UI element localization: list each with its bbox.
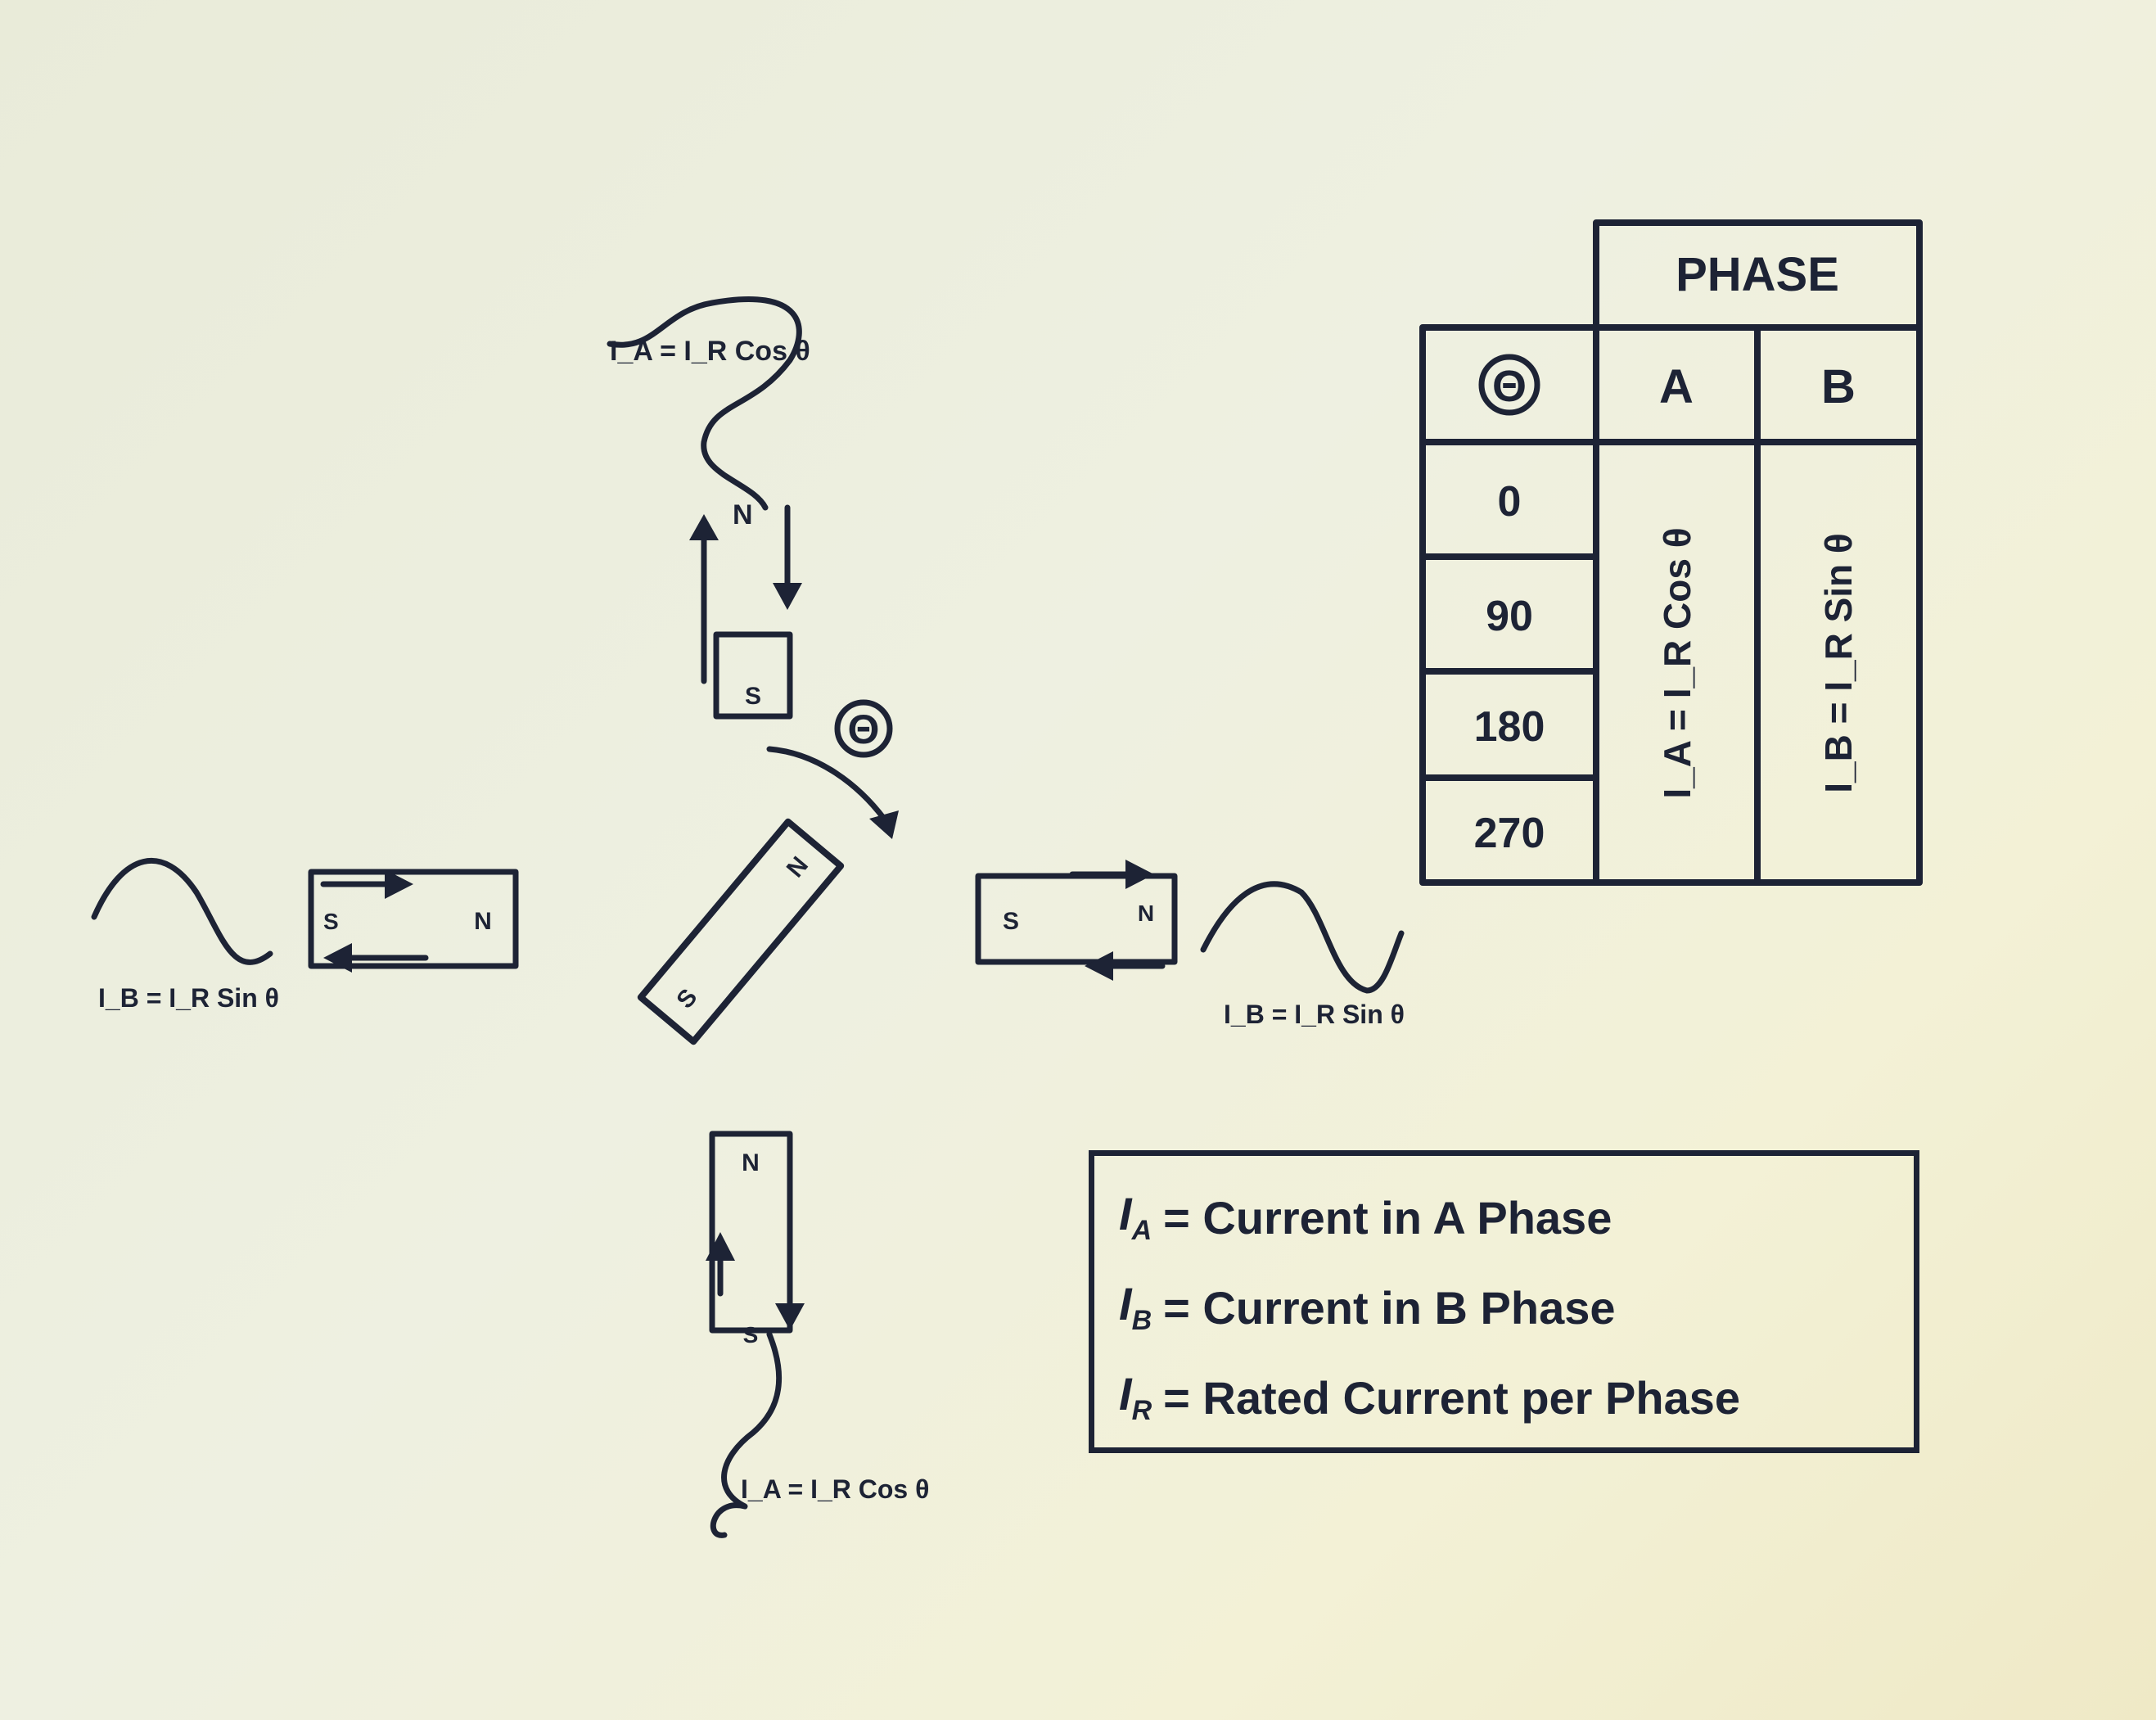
rotor-magnet [637, 818, 845, 1045]
legend-text-r: = Rated Current per Phase [1163, 1371, 1741, 1424]
bottom-up-arrow [706, 1232, 735, 1261]
left-right-arrow [385, 869, 413, 899]
legend-symbol-b: IB [1119, 1278, 1152, 1337]
right-coil-assembly: S N I_B = I_R Sin θ [975, 860, 1405, 1029]
legend-text-b: = Current in B Phase [1163, 1281, 1616, 1334]
phase-a-formula: I_A = I_R Cos θ [1656, 527, 1698, 798]
left-waveform-label: I_B = I_R Sin θ [98, 983, 279, 1013]
rotor-assembly: N S Θ [637, 699, 899, 1045]
bottom-coil-pole: N [742, 1149, 760, 1176]
top-waveform-label: I_A = I_R Cos θ [610, 336, 810, 367]
top-coil-assembly: I_A = I_R Cos θ N S [607, 296, 810, 720]
angle-arrow [869, 810, 899, 839]
left-coil-assembly: I_B = I_R Sin θ S N [91, 858, 519, 1013]
rotor-n-label: N [782, 851, 814, 883]
angle-row-0: 0 [1498, 478, 1522, 526]
left-coil-terminal: S [323, 909, 339, 934]
top-coil-pole: S [745, 683, 761, 710]
right-coil-pole: S [1003, 908, 1019, 935]
angle-row-90: 90 [1486, 593, 1533, 640]
top-coil [713, 631, 793, 720]
top-waveform [607, 296, 802, 511]
angle-row-270: 270 [1474, 810, 1545, 857]
top-coil-terminal: N [733, 499, 753, 530]
angle-arc [766, 746, 887, 822]
bottom-coil-assembly: N S I_A = I_R Cos θ [706, 1131, 929, 1538]
phase-header-text: PHASE [1676, 248, 1839, 301]
top-up-arrow [689, 514, 719, 540]
right-right-arrow [1125, 860, 1154, 889]
right-left-arrow [1085, 951, 1113, 981]
angle-row-180: 180 [1474, 703, 1545, 751]
right-waveform [1200, 881, 1405, 994]
legend-symbol-a: IA [1119, 1188, 1152, 1247]
legend-row-r: IR = Rated Current per Phase [1119, 1352, 1889, 1442]
left-left-arrow [323, 943, 352, 973]
left-coil-pole: N [474, 908, 492, 935]
legend-symbol-r: IR [1119, 1368, 1152, 1427]
phase-b-formula: I_B = I_R Sin θ [1817, 533, 1860, 793]
legend-box: IA = Current in A Phase IB = Current in … [1089, 1150, 1919, 1453]
legend-row-b: IB = Current in B Phase [1119, 1262, 1889, 1352]
angle-symbol: Θ [848, 707, 880, 752]
right-waveform-label: I_B = I_R Sin θ [1224, 1000, 1405, 1029]
legend-row-a: IA = Current in A Phase [1119, 1172, 1889, 1262]
bottom-waveform-label: I_A = I_R Cos θ [741, 1474, 929, 1504]
column-header-b: B [1821, 360, 1856, 413]
legend-text-a: = Current in A Phase [1163, 1191, 1612, 1244]
bottom-down-arrow [775, 1303, 805, 1330]
angle-circle [834, 699, 893, 758]
bottom-coil [709, 1131, 793, 1334]
angle-header: Θ [1492, 362, 1527, 411]
bottom-coil-terminal: S [743, 1322, 759, 1348]
rotor-s-label: S [671, 984, 702, 1014]
top-down-arrow [773, 583, 802, 610]
left-waveform [91, 858, 273, 965]
left-coil [308, 869, 519, 969]
phase-table: PHASE Θ A B 0 90 180 270 I_A = I_R Cos θ… [1419, 219, 1923, 886]
phase-table-body [1419, 324, 1923, 886]
column-header-a: A [1659, 360, 1694, 413]
right-coil-terminal: N [1138, 901, 1154, 926]
bottom-waveform [710, 1331, 783, 1538]
angle-header-circle [1478, 354, 1540, 416]
